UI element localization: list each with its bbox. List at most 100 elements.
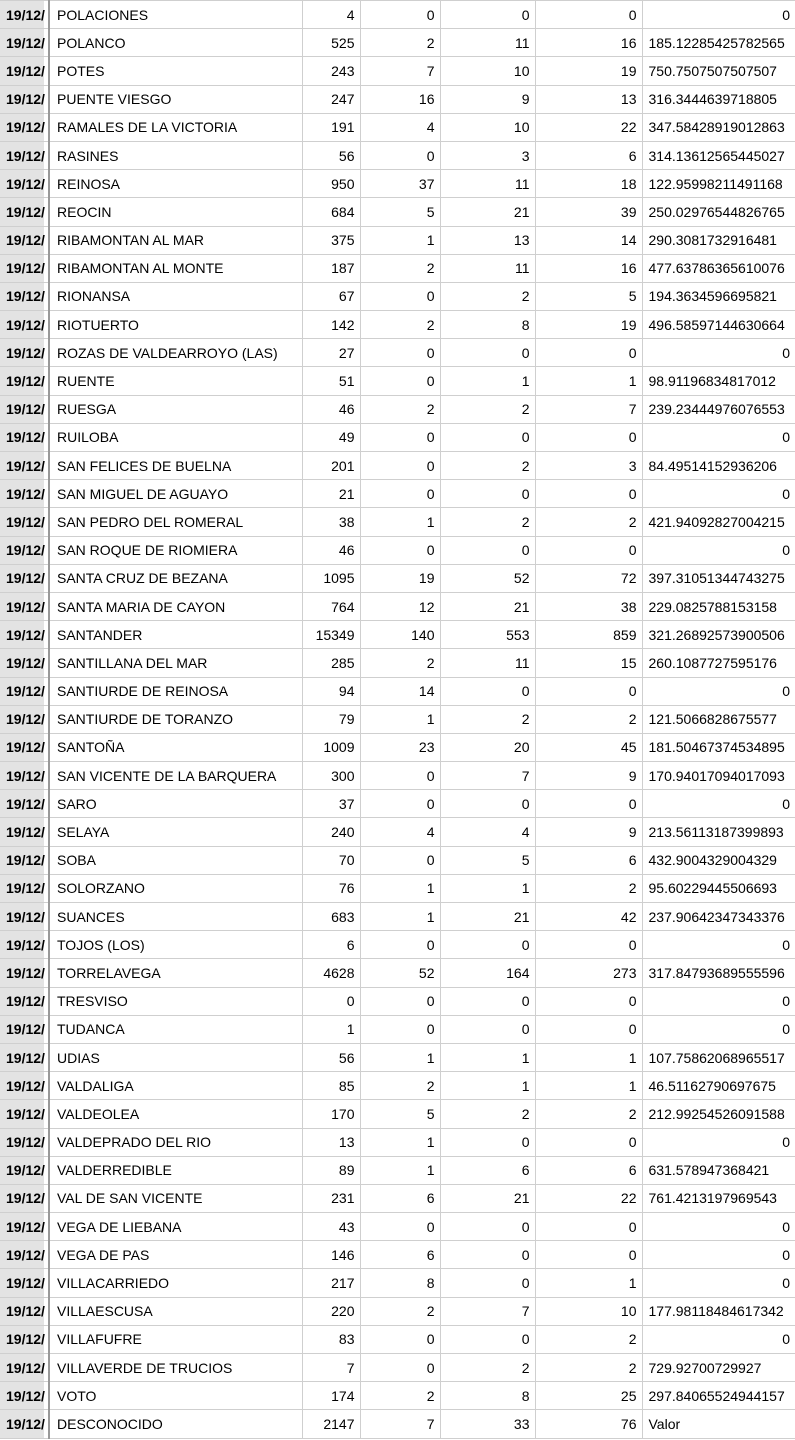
num-cell-c[interactable]: 13	[439, 225, 536, 255]
num-cell-a[interactable]: 13	[301, 1127, 361, 1157]
num-cell-d[interactable]: 1	[534, 1042, 643, 1073]
value-cell[interactable]: 170.94017094017093	[641, 761, 795, 791]
value-cell[interactable]: 237.90642347343376	[641, 901, 795, 932]
num-cell-c[interactable]: 52	[439, 563, 536, 593]
num-cell-c[interactable]: 0	[439, 676, 536, 706]
date-cell[interactable]: 19/12/	[0, 1324, 50, 1355]
num-cell-c[interactable]: 2	[439, 507, 536, 537]
value-cell[interactable]: 321.26892573900506	[641, 620, 795, 650]
num-cell-c[interactable]: 21	[439, 1183, 536, 1214]
value-cell[interactable]: 0	[641, 1212, 795, 1242]
value-cell[interactable]: 290.3081732916481	[641, 225, 795, 255]
municipality-cell[interactable]: SAN FELICES DE BUELNA	[48, 450, 303, 481]
date-cell[interactable]: 19/12/	[0, 958, 50, 988]
date-cell[interactable]: 19/12/	[0, 169, 50, 199]
num-cell-d[interactable]: 39	[534, 197, 643, 227]
num-cell-a[interactable]: 67	[301, 281, 361, 312]
num-cell-b[interactable]: 0	[359, 366, 441, 396]
date-cell[interactable]: 19/12/	[0, 338, 50, 368]
num-cell-b[interactable]: 5	[359, 1099, 441, 1129]
num-cell-b[interactable]: 4	[359, 817, 441, 847]
num-cell-c[interactable]: 2	[439, 1352, 536, 1383]
num-cell-a[interactable]: 684	[301, 197, 361, 227]
num-cell-a[interactable]: 231	[301, 1183, 361, 1214]
num-cell-d[interactable]: 2	[534, 1099, 643, 1129]
num-cell-a[interactable]: 7	[301, 1352, 361, 1383]
num-cell-a[interactable]: 56	[301, 1042, 361, 1073]
num-cell-d[interactable]: 2	[534, 1324, 643, 1355]
num-cell-a[interactable]: 37	[301, 789, 361, 819]
num-cell-a[interactable]: 201	[301, 450, 361, 481]
num-cell-a[interactable]: 217	[301, 1268, 361, 1298]
num-cell-a[interactable]: 0	[301, 986, 361, 1016]
num-cell-a[interactable]: 1009	[301, 732, 361, 763]
municipality-cell[interactable]: RIOTUERTO	[48, 310, 303, 340]
num-cell-a[interactable]: 76	[301, 873, 361, 904]
value-cell[interactable]: 0	[641, 535, 795, 565]
date-cell[interactable]: 19/12/	[0, 676, 50, 706]
municipality-cell[interactable]: SAN VICENTE DE LA BARQUERA	[48, 761, 303, 791]
value-cell[interactable]: 316.3444639718805	[641, 84, 795, 114]
num-cell-d[interactable]: 1	[534, 1071, 643, 1101]
municipality-cell[interactable]: SANTA MARIA DE CAYON	[48, 591, 303, 622]
num-cell-d[interactable]: 15	[534, 648, 643, 678]
value-cell[interactable]: 98.91196834817012	[641, 366, 795, 396]
num-cell-b[interactable]: 0	[359, 140, 441, 171]
date-cell[interactable]: 19/12/	[0, 789, 50, 819]
value-cell[interactable]: 750.7507507507507	[641, 56, 795, 86]
num-cell-d[interactable]: 2	[534, 507, 643, 537]
date-cell[interactable]: 19/12/	[0, 225, 50, 255]
num-cell-a[interactable]: 89	[301, 1155, 361, 1185]
num-cell-c[interactable]: 164	[439, 958, 536, 988]
num-cell-b[interactable]: 7	[359, 56, 441, 86]
num-cell-a[interactable]: 70	[301, 845, 361, 875]
num-cell-a[interactable]: 170	[301, 1099, 361, 1129]
date-cell[interactable]: 19/12/	[0, 1042, 50, 1073]
date-cell[interactable]: 19/12/	[0, 873, 50, 904]
municipality-cell[interactable]: SANTANDER	[48, 620, 303, 650]
value-cell[interactable]: 177.98118484617342	[641, 1296, 795, 1326]
num-cell-a[interactable]: 27	[301, 338, 361, 368]
num-cell-b[interactable]: 0	[359, 535, 441, 565]
municipality-cell[interactable]: PUENTE VIESGO	[48, 84, 303, 114]
value-cell[interactable]: 631.578947368421	[641, 1155, 795, 1185]
num-cell-a[interactable]: 46	[301, 535, 361, 565]
municipality-cell[interactable]: RAMALES DE LA VICTORIA	[48, 112, 303, 142]
num-cell-b[interactable]: 16	[359, 84, 441, 114]
date-cell[interactable]: 19/12/	[0, 986, 50, 1016]
num-cell-d[interactable]: 22	[534, 112, 643, 142]
num-cell-a[interactable]: 375	[301, 225, 361, 255]
num-cell-b[interactable]: 2	[359, 1071, 441, 1101]
value-cell[interactable]: 0	[641, 1324, 795, 1355]
num-cell-a[interactable]: 43	[301, 1212, 361, 1242]
date-cell[interactable]: 19/12/	[0, 394, 50, 424]
date-cell[interactable]: 19/12/	[0, 1183, 50, 1214]
num-cell-d[interactable]: 45	[534, 732, 643, 763]
municipality-cell[interactable]: VALDEPRADO DEL RIO	[48, 1127, 303, 1157]
num-cell-b[interactable]: 0	[359, 1324, 441, 1355]
num-cell-d[interactable]: 1	[534, 1268, 643, 1298]
num-cell-d[interactable]: 42	[534, 901, 643, 932]
num-cell-b[interactable]: 8	[359, 1268, 441, 1298]
date-cell[interactable]: 19/12/	[0, 197, 50, 227]
num-cell-d[interactable]: 22	[534, 1183, 643, 1214]
value-cell[interactable]: 0	[641, 479, 795, 509]
num-cell-c[interactable]: 21	[439, 901, 536, 932]
num-cell-d[interactable]: 16	[534, 28, 643, 58]
num-cell-a[interactable]: 243	[301, 56, 361, 86]
num-cell-c[interactable]: 2	[439, 394, 536, 424]
num-cell-c[interactable]: 3	[439, 140, 536, 171]
num-cell-b[interactable]: 6	[359, 1240, 441, 1270]
value-cell[interactable]: 317.84793689555596	[641, 958, 795, 988]
municipality-cell[interactable]: DESCONOCIDO	[48, 1409, 303, 1439]
num-cell-b[interactable]: 0	[359, 422, 441, 453]
num-cell-d[interactable]: 2	[534, 1352, 643, 1383]
num-cell-d[interactable]: 76	[534, 1409, 643, 1439]
date-cell[interactable]: 19/12/	[0, 1127, 50, 1157]
num-cell-a[interactable]: 174	[301, 1381, 361, 1411]
municipality-cell[interactable]: VOTO	[48, 1381, 303, 1411]
num-cell-b[interactable]: 0	[359, 930, 441, 960]
num-cell-b[interactable]: 2	[359, 253, 441, 283]
value-cell[interactable]: 95.60229445506693	[641, 873, 795, 904]
date-cell[interactable]: 19/12/	[0, 1014, 50, 1044]
